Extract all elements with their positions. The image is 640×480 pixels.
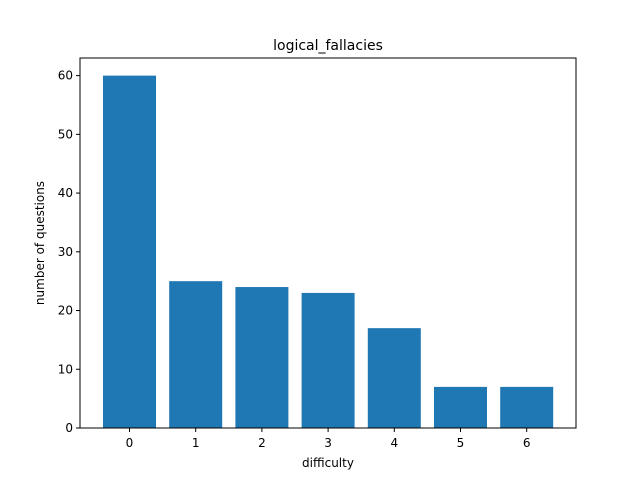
bar-3 [301,292,355,428]
x-axis-label: difficulty [302,456,354,470]
bar-0 [103,75,156,428]
bars-group [103,75,554,428]
x-tick-label: 3 [324,436,332,450]
y-tick-label: 40 [58,186,73,200]
x-tick-label: 6 [523,436,531,450]
chart-title: logical_fallacies [273,38,383,54]
x-tick-label: 4 [390,436,398,450]
bar-2 [235,287,289,428]
x-tick-label: 5 [457,436,465,450]
plot-frame [79,57,577,429]
y-tick-label: 30 [58,245,73,259]
y-tick-label: 10 [58,362,73,376]
x-axis-ticks: 0 1 2 3 4 5 6 [126,428,531,450]
bar-6 [500,386,554,428]
x-tick-label: 0 [126,436,134,450]
bar-5 [434,386,487,428]
y-tick-label: 60 [58,69,73,83]
x-tick-label: 1 [192,436,200,450]
bar-1 [169,281,223,428]
y-axis-label: number of questions [33,181,47,305]
y-tick-label: 0 [65,421,73,435]
y-tick-label: 20 [58,304,73,318]
x-tick-label: 2 [258,436,266,450]
bar-4 [367,328,421,428]
y-axis-ticks: 0 10 20 30 40 50 60 [58,69,80,435]
y-tick-label: 50 [58,127,73,141]
